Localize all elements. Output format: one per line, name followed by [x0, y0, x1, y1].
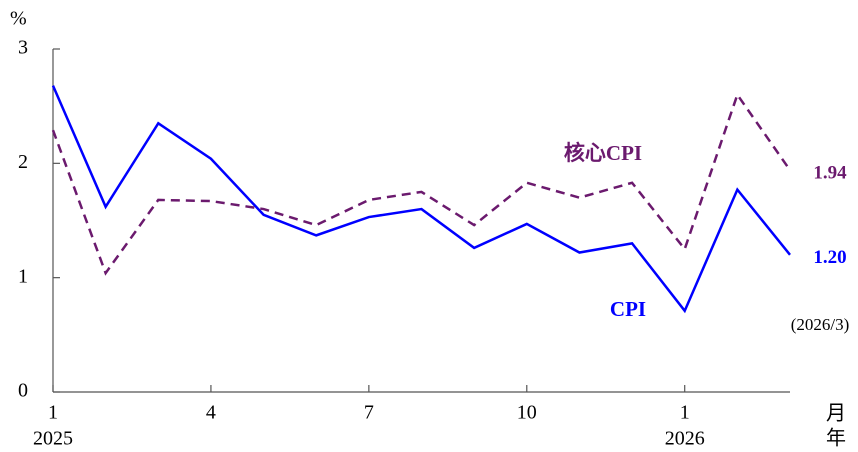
y-tick-label: 3: [18, 37, 28, 59]
y-unit: %: [10, 8, 27, 30]
value-label: 1.20: [813, 247, 846, 268]
series-line: [51, 91, 792, 276]
series-line: [51, 85, 791, 314]
x-unit-month: 月: [826, 403, 846, 425]
y-tick-label: 2: [18, 151, 28, 173]
series-label: CPI: [610, 297, 646, 321]
year-label: 2026: [665, 428, 705, 450]
x-unit-year: 年: [826, 427, 846, 450]
series-label: 核心CPI: [564, 141, 642, 165]
y-tick-label: 1: [18, 265, 28, 287]
value-label: 1.94: [813, 163, 847, 184]
x-tick-label: 1: [680, 402, 690, 424]
x-tick-label: 10: [517, 402, 537, 424]
x-tick-label: 7: [364, 402, 374, 424]
y-tick-label: 0: [18, 380, 28, 402]
x-tick-label: 1: [48, 402, 58, 424]
x-tick-label: 4: [206, 402, 216, 424]
annotation: (2026/3): [791, 315, 850, 334]
year-label: 2025: [33, 428, 73, 450]
